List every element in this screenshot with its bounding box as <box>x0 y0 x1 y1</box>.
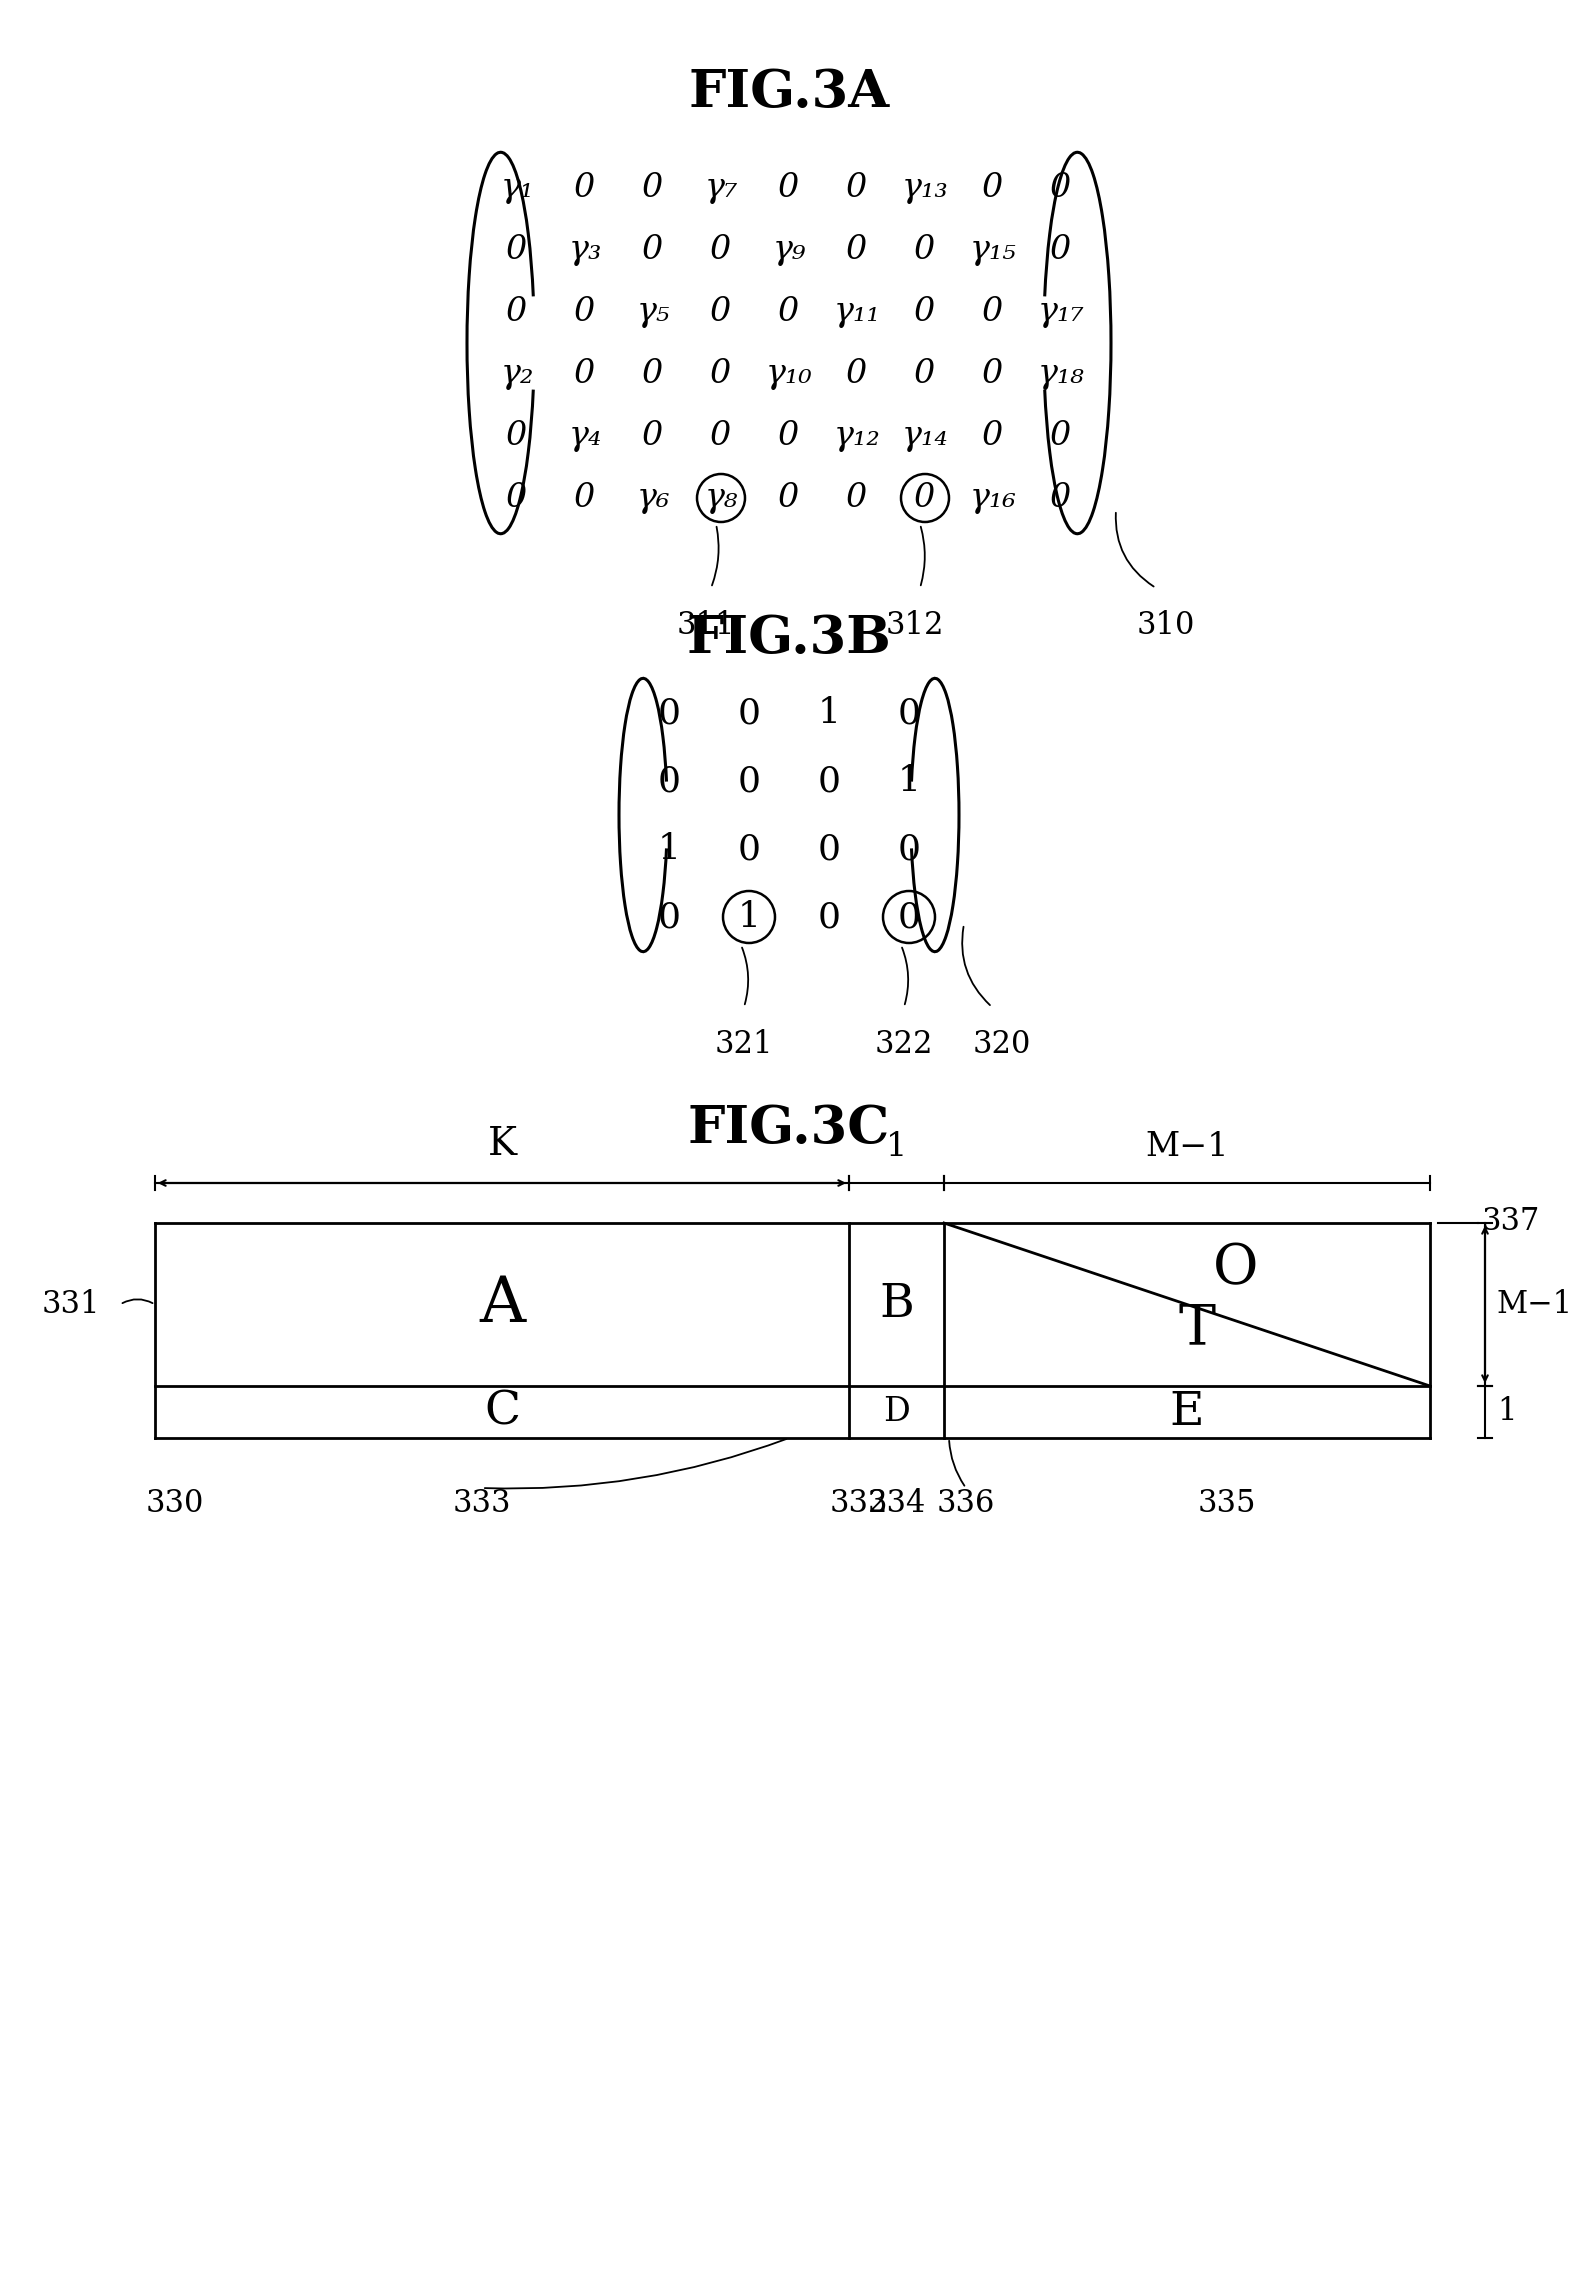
Text: 0: 0 <box>575 173 595 205</box>
Text: γ₁₄: γ₁₄ <box>902 419 949 451</box>
Text: 335: 335 <box>1198 1488 1257 1519</box>
Text: 0: 0 <box>507 235 527 267</box>
Text: 321: 321 <box>715 1030 774 1059</box>
Text: M−1: M−1 <box>1145 1130 1228 1164</box>
Text: γ₄: γ₄ <box>568 419 602 451</box>
Text: γ₁₁: γ₁₁ <box>834 296 881 328</box>
Text: 0: 0 <box>897 900 921 934</box>
Text: 0: 0 <box>711 419 731 451</box>
Text: γ₅: γ₅ <box>636 296 669 328</box>
Text: FIG.3A: FIG.3A <box>688 68 889 118</box>
Text: 0: 0 <box>846 483 867 515</box>
Text: γ₁₆: γ₁₆ <box>970 483 1017 515</box>
Text: A: A <box>478 1273 526 1335</box>
Text: 330: 330 <box>145 1488 204 1519</box>
Text: 0: 0 <box>914 358 936 390</box>
Text: 0: 0 <box>982 358 1004 390</box>
Text: γ₁₅: γ₁₅ <box>970 235 1017 267</box>
Text: K: K <box>488 1125 516 1164</box>
Text: 337: 337 <box>1483 1205 1541 1237</box>
Text: 0: 0 <box>778 173 799 205</box>
Text: γ₁₇: γ₁₇ <box>1037 296 1085 328</box>
Text: γ₇: γ₇ <box>704 173 737 205</box>
Text: γ₆: γ₆ <box>636 483 669 515</box>
Text: 0: 0 <box>914 235 936 267</box>
Text: 0: 0 <box>982 296 1004 328</box>
Text: D: D <box>883 1396 910 1428</box>
Text: γ₉: γ₉ <box>772 235 805 267</box>
Text: 311: 311 <box>677 611 736 640</box>
Text: FIG.3C: FIG.3C <box>688 1103 891 1153</box>
Text: 0: 0 <box>737 763 761 797</box>
Text: O: O <box>1213 1242 1258 1296</box>
Text: 0: 0 <box>897 831 921 866</box>
Text: 336: 336 <box>936 1488 995 1519</box>
Text: 0: 0 <box>711 358 731 390</box>
Text: 0: 0 <box>778 419 799 451</box>
Text: 0: 0 <box>657 697 681 729</box>
Text: 1: 1 <box>737 900 761 934</box>
Text: 0: 0 <box>643 173 663 205</box>
Text: 333: 333 <box>453 1488 512 1519</box>
Text: 0: 0 <box>914 296 936 328</box>
Text: 310: 310 <box>1137 611 1195 640</box>
Text: 0: 0 <box>778 296 799 328</box>
Text: 0: 0 <box>737 831 761 866</box>
Text: 0: 0 <box>507 483 527 515</box>
Text: γ₈: γ₈ <box>704 483 737 515</box>
Text: M−1: M−1 <box>1497 1289 1573 1319</box>
Text: 322: 322 <box>875 1030 933 1059</box>
Text: 1: 1 <box>1497 1396 1516 1428</box>
Text: 0: 0 <box>575 483 595 515</box>
Text: FIG.3B: FIG.3B <box>687 613 892 663</box>
Text: 1: 1 <box>897 763 921 797</box>
Text: 0: 0 <box>1050 173 1072 205</box>
Text: 0: 0 <box>778 483 799 515</box>
Text: 0: 0 <box>575 296 595 328</box>
Text: 334: 334 <box>867 1488 925 1519</box>
Text: γ₁₀: γ₁₀ <box>766 358 812 390</box>
Text: γ₂: γ₂ <box>501 358 534 390</box>
Text: 0: 0 <box>1050 235 1072 267</box>
Text: E: E <box>1170 1390 1205 1435</box>
Text: 0: 0 <box>737 697 761 729</box>
Text: 1: 1 <box>818 697 840 729</box>
Text: γ₁₃: γ₁₃ <box>902 173 949 205</box>
Text: 1: 1 <box>657 831 681 866</box>
Text: 0: 0 <box>507 419 527 451</box>
Text: 0: 0 <box>1050 483 1072 515</box>
Text: 0: 0 <box>507 296 527 328</box>
Text: 0: 0 <box>711 296 731 328</box>
Text: 0: 0 <box>818 900 840 934</box>
Text: 0: 0 <box>846 173 867 205</box>
Text: T: T <box>1178 1301 1216 1355</box>
Text: B: B <box>880 1283 914 1328</box>
Text: 0: 0 <box>643 235 663 267</box>
Text: 0: 0 <box>657 763 681 797</box>
Text: 0: 0 <box>711 235 731 267</box>
Text: 0: 0 <box>657 900 681 934</box>
Text: γ₃: γ₃ <box>568 235 602 267</box>
Text: 0: 0 <box>914 483 936 515</box>
Text: 0: 0 <box>846 235 867 267</box>
Text: 331: 331 <box>41 1289 99 1319</box>
Text: 320: 320 <box>973 1030 1031 1059</box>
Text: 0: 0 <box>982 173 1004 205</box>
Text: γ₁: γ₁ <box>501 173 534 205</box>
Text: γ₁₈: γ₁₈ <box>1037 358 1085 390</box>
Text: 0: 0 <box>818 763 840 797</box>
Text: 0: 0 <box>575 358 595 390</box>
Text: 312: 312 <box>886 611 944 640</box>
Text: C: C <box>483 1390 519 1435</box>
Text: 0: 0 <box>818 831 840 866</box>
Text: γ₁₂: γ₁₂ <box>834 419 881 451</box>
Text: 0: 0 <box>643 419 663 451</box>
Text: 0: 0 <box>1050 419 1072 451</box>
Text: 1: 1 <box>886 1130 906 1164</box>
Text: 0: 0 <box>846 358 867 390</box>
Text: 332: 332 <box>829 1488 889 1519</box>
Text: 0: 0 <box>643 358 663 390</box>
Text: 0: 0 <box>982 419 1004 451</box>
Text: 0: 0 <box>897 697 921 729</box>
